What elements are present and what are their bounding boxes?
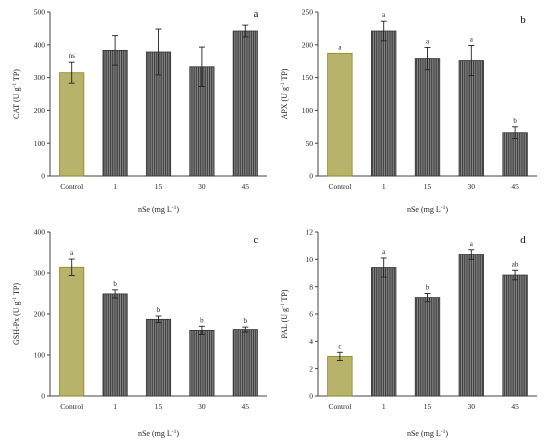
- x-tick-label: 45: [511, 402, 519, 411]
- x-tick-label: 1: [382, 182, 386, 191]
- bar-control: [327, 355, 353, 397]
- bar-nse-45: [232, 329, 258, 397]
- chart-panel-d: 0 2 4 6 8 10 12 c Control a 1 b 15 a 30 ab 45 nSe (mg L-1…: [280, 228, 537, 438]
- significance-letter: a: [70, 249, 74, 257]
- bar-nse-1: [371, 267, 397, 397]
- y-tick-label: 100: [34, 351, 46, 360]
- panel-letter: b: [520, 14, 526, 26]
- y-tick-label: 4: [309, 337, 313, 346]
- x-tick-label: Control: [328, 402, 351, 411]
- panel-letter: a: [254, 8, 259, 20]
- x-tick-label: 45: [242, 182, 250, 191]
- bar-nse-1: [102, 293, 128, 397]
- y-axis-label: APX (U g-1 TP): [280, 68, 289, 119]
- significance-letter: c: [338, 342, 341, 350]
- y-tick-label: 0: [41, 172, 45, 181]
- chart-panel-c: 0 100 200 300 400 a Control b 1 b 15 b 30 b 45 nSe (mg …: [12, 228, 267, 438]
- chart-panel-b: 0 50 100 150 200 250 a Control a 1 a 15 a 30 b 45 nSe (m…: [280, 8, 537, 214]
- significance-letter: b: [113, 280, 117, 288]
- bar-nse-45: [502, 274, 528, 397]
- y-axis-label: GSH-Px (U g-1 TP): [12, 283, 21, 345]
- y-tick-label: 100: [302, 106, 314, 115]
- x-tick-label: 15: [424, 182, 432, 191]
- y-tick-label: 0: [41, 392, 45, 401]
- bar-nse-45: [502, 132, 528, 177]
- y-tick-label: 150: [302, 73, 314, 82]
- y-tick-label: 8: [309, 282, 313, 291]
- y-tick-label: 12: [306, 228, 314, 237]
- x-tick-label: 15: [424, 402, 432, 411]
- x-axis-label: nSe (mg L-1): [407, 205, 448, 214]
- significance-letter: a: [470, 35, 474, 43]
- significance-letter: ns: [69, 52, 76, 60]
- bar-nse-30: [189, 66, 215, 177]
- bar-nse-15: [145, 318, 172, 397]
- bar-nse-30: [458, 254, 484, 397]
- x-tick-label: Control: [328, 182, 351, 191]
- y-tick-label: 0: [309, 392, 313, 401]
- panel-letter: c: [254, 234, 259, 246]
- y-tick-label: 400: [34, 40, 46, 49]
- significance-letter: b: [157, 306, 161, 314]
- bar-control: [59, 266, 85, 397]
- bar-control: [59, 72, 85, 177]
- y-tick-label: 6: [309, 310, 313, 319]
- y-tick-label: 200: [302, 40, 314, 49]
- y-tick-label: 250: [302, 8, 314, 17]
- y-tick-label: 500: [34, 8, 46, 17]
- y-tick-label: 200: [34, 106, 46, 115]
- significance-letter: b: [426, 284, 430, 292]
- y-tick-label: 2: [309, 364, 313, 373]
- bar-nse-30: [189, 329, 215, 397]
- significance-letter: a: [382, 248, 386, 256]
- x-tick-label: 15: [155, 182, 163, 191]
- x-tick-label: Control: [60, 182, 83, 191]
- chart-panel-a: 0 100 200 300 400 500 ns Control 1 15 30 45 nSe (mg …: [12, 8, 267, 214]
- x-tick-label: Control: [60, 402, 83, 411]
- significance-letter: a: [426, 37, 430, 45]
- y-tick-label: 50: [306, 139, 314, 148]
- y-tick-label: 200: [34, 310, 46, 319]
- y-tick-label: 400: [34, 228, 46, 237]
- x-tick-label: 30: [198, 182, 206, 191]
- x-axis-label: nSe (mg L-1): [138, 205, 179, 214]
- x-tick-label: 1: [113, 402, 117, 411]
- x-tick-label: 30: [468, 402, 476, 411]
- significance-letter: b: [244, 317, 248, 325]
- x-tick-label: 30: [198, 402, 206, 411]
- x-tick-label: 1: [382, 402, 386, 411]
- x-tick-label: 45: [511, 182, 519, 191]
- x-tick-label: 1: [113, 182, 117, 191]
- x-tick-label: 45: [242, 402, 250, 411]
- significance-letter: b: [513, 117, 517, 125]
- significance-letter: a: [338, 43, 342, 51]
- bar-nse-45: [232, 30, 258, 177]
- significance-letter: ab: [512, 260, 519, 268]
- x-tick-label: 15: [155, 402, 163, 411]
- bar-nse-15: [414, 58, 441, 177]
- x-axis-label: nSe (mg L-1): [138, 429, 179, 438]
- y-tick-label: 10: [306, 255, 314, 264]
- y-tick-label: 300: [34, 73, 46, 82]
- significance-letter: a: [470, 240, 474, 248]
- bar-nse-15: [414, 297, 441, 397]
- y-axis-label: CAT (U g-1 TP): [12, 69, 21, 119]
- bar-control: [327, 52, 353, 177]
- x-axis-label: nSe (mg L-1): [407, 429, 448, 438]
- x-tick-label: 30: [468, 182, 476, 191]
- significance-letter: a: [382, 11, 386, 19]
- y-tick-label: 100: [34, 139, 46, 148]
- bar-nse-1: [371, 30, 397, 177]
- bar-nse-30: [458, 60, 484, 177]
- y-tick-label: 0: [309, 172, 313, 181]
- y-tick-label: 300: [34, 269, 46, 278]
- panel-letter: d: [520, 234, 526, 246]
- y-axis-label: PAL (U g-1 TP): [280, 289, 289, 338]
- significance-letter: b: [200, 316, 204, 324]
- bar-nse-1: [102, 49, 128, 177]
